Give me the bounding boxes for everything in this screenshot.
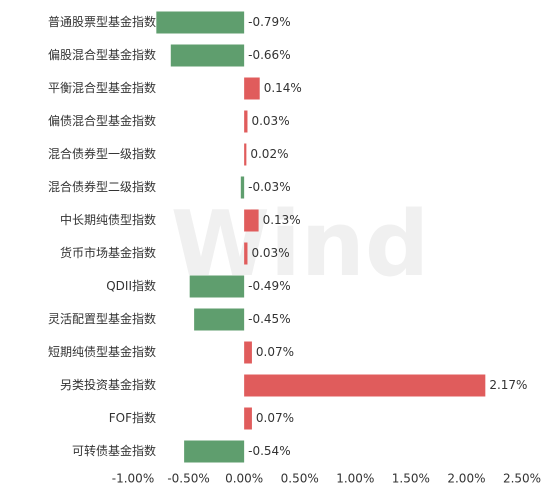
value-label: 0.07% (256, 345, 294, 359)
y-tick-label: 混合债券型一级指数 (48, 146, 156, 161)
value-label: 0.03% (251, 246, 289, 260)
x-tick-label: 0.00% (225, 472, 263, 486)
value-label: -0.45% (248, 312, 290, 326)
y-tick-label: QDII指数 (106, 278, 156, 293)
x-tick-label: 2.50% (503, 472, 541, 486)
bar (170, 44, 245, 67)
bar (194, 308, 245, 331)
y-tick-label: FOF指数 (109, 410, 156, 425)
value-label: 0.13% (263, 213, 301, 227)
bar (244, 242, 248, 265)
x-tick-label: 1.00% (336, 472, 374, 486)
value-label: -0.49% (248, 279, 290, 293)
bar (244, 143, 247, 166)
bar (244, 110, 248, 133)
y-tick-label: 可转债基金指数 (72, 443, 156, 458)
y-tick-label: 另类投资基金指数 (60, 377, 156, 392)
value-label: -0.03% (248, 180, 290, 194)
value-label: 0.07% (256, 411, 294, 425)
value-label: -0.66% (248, 48, 290, 62)
value-label: 0.03% (251, 114, 289, 128)
bar (244, 407, 252, 430)
bar (189, 275, 245, 298)
value-label: 2.17% (489, 378, 527, 392)
y-tick-label: 普通股票型基金指数 (48, 14, 156, 29)
bar (240, 176, 245, 199)
bar (156, 11, 245, 34)
bar (244, 374, 486, 397)
bar (244, 341, 252, 364)
x-tick-label: -0.50% (167, 472, 209, 486)
x-tick-label: 0.50% (281, 472, 319, 486)
y-tick-label: 货币市场基金指数 (60, 245, 156, 260)
bar (184, 440, 245, 463)
bar (244, 209, 259, 232)
y-tick-label: 灵活配置型基金指数 (48, 311, 156, 326)
value-label: -0.54% (248, 444, 290, 458)
bar (244, 77, 260, 100)
y-tick-label: 中长期纯债型指数 (60, 212, 156, 227)
y-tick-label: 短期纯债型基金指数 (48, 344, 156, 359)
x-tick-label: 1.50% (392, 472, 430, 486)
y-tick-label: 偏债混合型基金指数 (48, 113, 156, 128)
y-tick-label: 混合债券型二级指数 (48, 179, 156, 194)
value-label: 0.02% (250, 147, 288, 161)
x-tick-label: 2.00% (447, 472, 485, 486)
y-tick-label: 偏股混合型基金指数 (48, 47, 156, 62)
y-tick-label: 平衡混合型基金指数 (48, 80, 156, 95)
x-tick-label: -1.00% (112, 472, 154, 486)
value-label: -0.79% (248, 15, 290, 29)
value-label: 0.14% (264, 81, 302, 95)
